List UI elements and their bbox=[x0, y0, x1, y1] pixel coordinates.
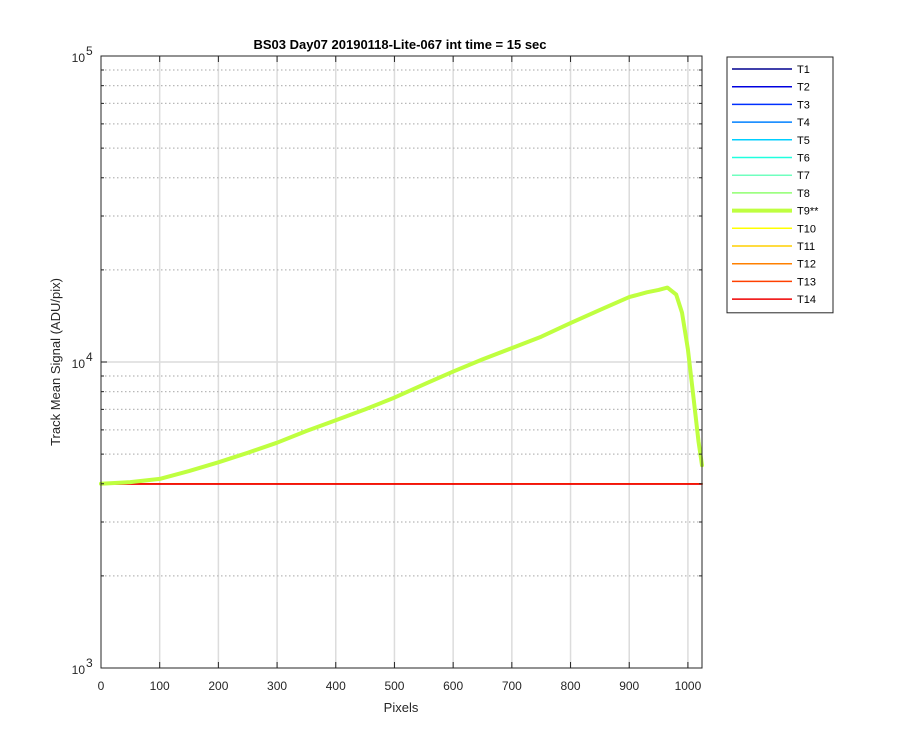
y-axis-label: Track Mean Signal (ADU/pix) bbox=[48, 278, 63, 446]
y-tick-label-exponent: 4 bbox=[86, 350, 93, 364]
x-tick-label: 800 bbox=[561, 679, 581, 693]
legend-label: T9** bbox=[797, 206, 819, 218]
legend-label: T7 bbox=[797, 170, 810, 182]
y-tick-label-base: 10 bbox=[72, 663, 86, 677]
chart-title: BS03 Day07 20190118-Lite-067 int time = … bbox=[253, 37, 546, 52]
x-tick-label: 200 bbox=[208, 679, 228, 693]
legend-label: T1 bbox=[797, 64, 810, 76]
x-tick-label: 400 bbox=[326, 679, 346, 693]
x-tick-label: 900 bbox=[619, 679, 639, 693]
legend-label: T6 bbox=[797, 153, 810, 165]
x-axis-label: Pixels bbox=[384, 700, 419, 715]
x-tick-label: 0 bbox=[98, 679, 105, 693]
legend-label: T14 bbox=[797, 294, 816, 306]
x-tick-label: 100 bbox=[150, 679, 170, 693]
legend-label: T8 bbox=[797, 188, 810, 200]
legend-label: T3 bbox=[797, 99, 810, 111]
legend: T1 T2 T3 T4 T5 T6 T7 T8 T9** T10 T11 T12 T13 T14 bbox=[726, 56, 834, 314]
legend-label: T10 bbox=[797, 223, 816, 235]
series-line-t9 bbox=[99, 285, 704, 486]
legend-label: T2 bbox=[797, 82, 810, 94]
x-tick-label: 600 bbox=[443, 679, 463, 693]
series-group bbox=[99, 285, 704, 486]
y-tick-label-exponent: 3 bbox=[86, 656, 93, 670]
y-tick-label-exponent: 5 bbox=[86, 44, 93, 58]
legend-box bbox=[726, 56, 834, 314]
y-tick-label-base: 10 bbox=[72, 51, 86, 65]
legend-label: T4 bbox=[797, 117, 810, 129]
x-tick-label: 300 bbox=[267, 679, 287, 693]
x-tick-label: 1000 bbox=[675, 679, 702, 693]
legend-label: T13 bbox=[797, 276, 816, 288]
legend-label: T11 bbox=[797, 241, 815, 253]
x-tick-label: 500 bbox=[384, 679, 404, 693]
legend-label: T5 bbox=[797, 135, 810, 147]
legend-label: T12 bbox=[797, 259, 816, 271]
x-tick-label: 700 bbox=[502, 679, 522, 693]
y-tick-label-base: 10 bbox=[72, 357, 86, 371]
